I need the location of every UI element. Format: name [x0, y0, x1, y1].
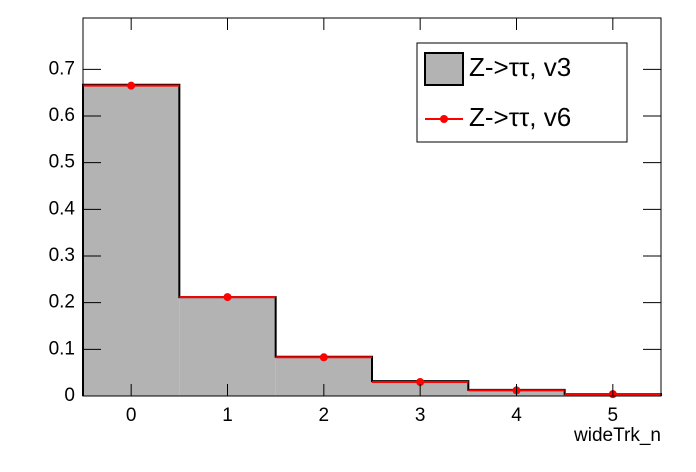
- marker: [416, 378, 425, 386]
- plot-frame: [82, 17, 662, 397]
- legend-label: Z->ττ, v6: [469, 102, 571, 132]
- y-tick-label: 0.1: [49, 338, 75, 359]
- y-tick-label: 0.5: [49, 152, 75, 173]
- y-tick-label: 0.7: [49, 58, 75, 79]
- x-tick-label: 4: [511, 405, 522, 426]
- marker: [223, 293, 232, 302]
- legend-label: Z->ττ, v3: [469, 52, 571, 82]
- y-tick-label: 0: [64, 385, 75, 406]
- x-axis-label: wideTrk_n: [573, 425, 661, 446]
- x-tick-label: 3: [415, 405, 426, 426]
- y-tick-label: 0.6: [49, 105, 75, 126]
- y-tick-label: 0.2: [49, 292, 75, 313]
- histogram-bar: [83, 84, 180, 396]
- y-tick-label: 0.3: [49, 245, 75, 266]
- marker: [127, 81, 136, 90]
- y-tick-label: 0.4: [49, 198, 76, 219]
- legend-marker: [440, 115, 448, 123]
- x-tick-label: 1: [222, 405, 233, 426]
- marker: [319, 353, 328, 362]
- legend-swatch: [424, 52, 464, 86]
- x-tick-label: 0: [126, 405, 137, 426]
- histogram-bar: [179, 297, 276, 396]
- x-tick-label: 2: [319, 405, 330, 426]
- x-tick-label: 5: [608, 405, 619, 426]
